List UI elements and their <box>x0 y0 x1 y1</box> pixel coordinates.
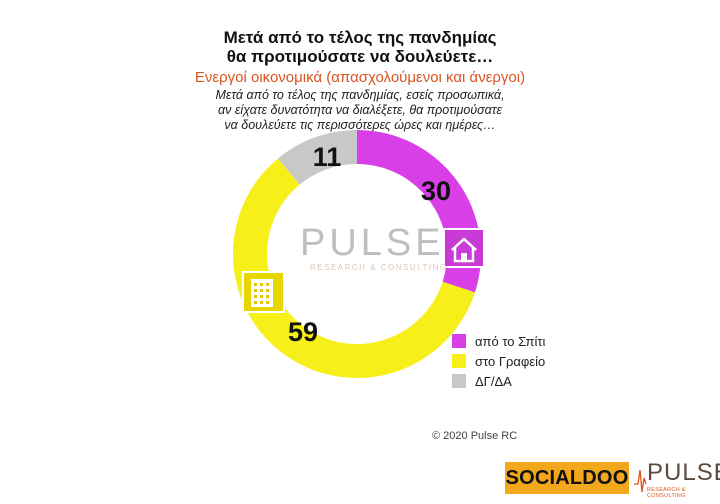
legend-swatch-dk <box>452 374 466 388</box>
survey-question: Μετά από το τέλος της πανδημίας, εσείς π… <box>0 88 720 133</box>
chart-legend: από το Σπίτι στο Γραφείο ΔΓ/ΔΑ <box>452 331 545 391</box>
legend-label-home: από το Σπίτι <box>475 333 546 349</box>
legend-swatch-office <box>452 354 466 368</box>
title-line-1: Μετά από το τέλος της πανδημίας <box>223 28 497 47</box>
socialdoo-logo: SOCIALDOO <box>505 462 629 494</box>
pulse-watermark: PULSE RESEARCH & CONSULTING <box>300 222 448 272</box>
chart-title: Μετά από το τέλος της πανδημίας θα προτι… <box>0 28 720 66</box>
question-line-3: να δουλεύετε τις περισσότερες ώρες και η… <box>224 118 496 132</box>
house-icon <box>443 228 485 268</box>
legend-item-office: στο Γραφείο <box>452 351 545 371</box>
title-line-2: θα προτιμούσατε να δουλεύετε… <box>226 47 494 66</box>
copyright-text: © 2020 Pulse RC <box>432 430 518 442</box>
donut-slice-dk <box>277 130 357 185</box>
office-building-icon <box>242 271 285 313</box>
pulse-logo: PULSE RESEARCH & CONSULTING <box>633 458 720 499</box>
slice-value-label-dk: 11 <box>313 142 342 172</box>
question-line-1: Μετά από το τέλος της πανδημίας, εσείς π… <box>215 88 505 102</box>
legend-label-office: στο Γραφείο <box>475 353 546 369</box>
donut-slice-office <box>232 158 475 379</box>
watermark-tagline: RESEARCH & CONSULTING <box>310 263 448 272</box>
watermark-brand: PULSE <box>300 222 445 264</box>
slice-value-label-home: 30 <box>421 176 451 206</box>
legend-label-dk: ΔΓ/ΔΑ <box>475 373 512 389</box>
pulse-logo-text: PULSE <box>647 459 720 486</box>
question-line-2: αν είχατε δυνατότητα να διαλέξετε, θα πρ… <box>218 103 502 117</box>
slice-value-label-office: 59 <box>288 317 318 347</box>
chart-subtitle: Ενεργοί οικονομικά (απασχολούμενοι και ά… <box>194 69 526 86</box>
legend-item-home: από το Σπίτι <box>452 331 545 351</box>
legend-swatch-home <box>452 334 466 348</box>
pulse-logo-tagline: RESEARCH & CONSULTING <box>647 487 686 499</box>
legend-item-dk: ΔΓ/ΔΑ <box>452 371 545 391</box>
pulse-logo-mark <box>634 469 647 493</box>
